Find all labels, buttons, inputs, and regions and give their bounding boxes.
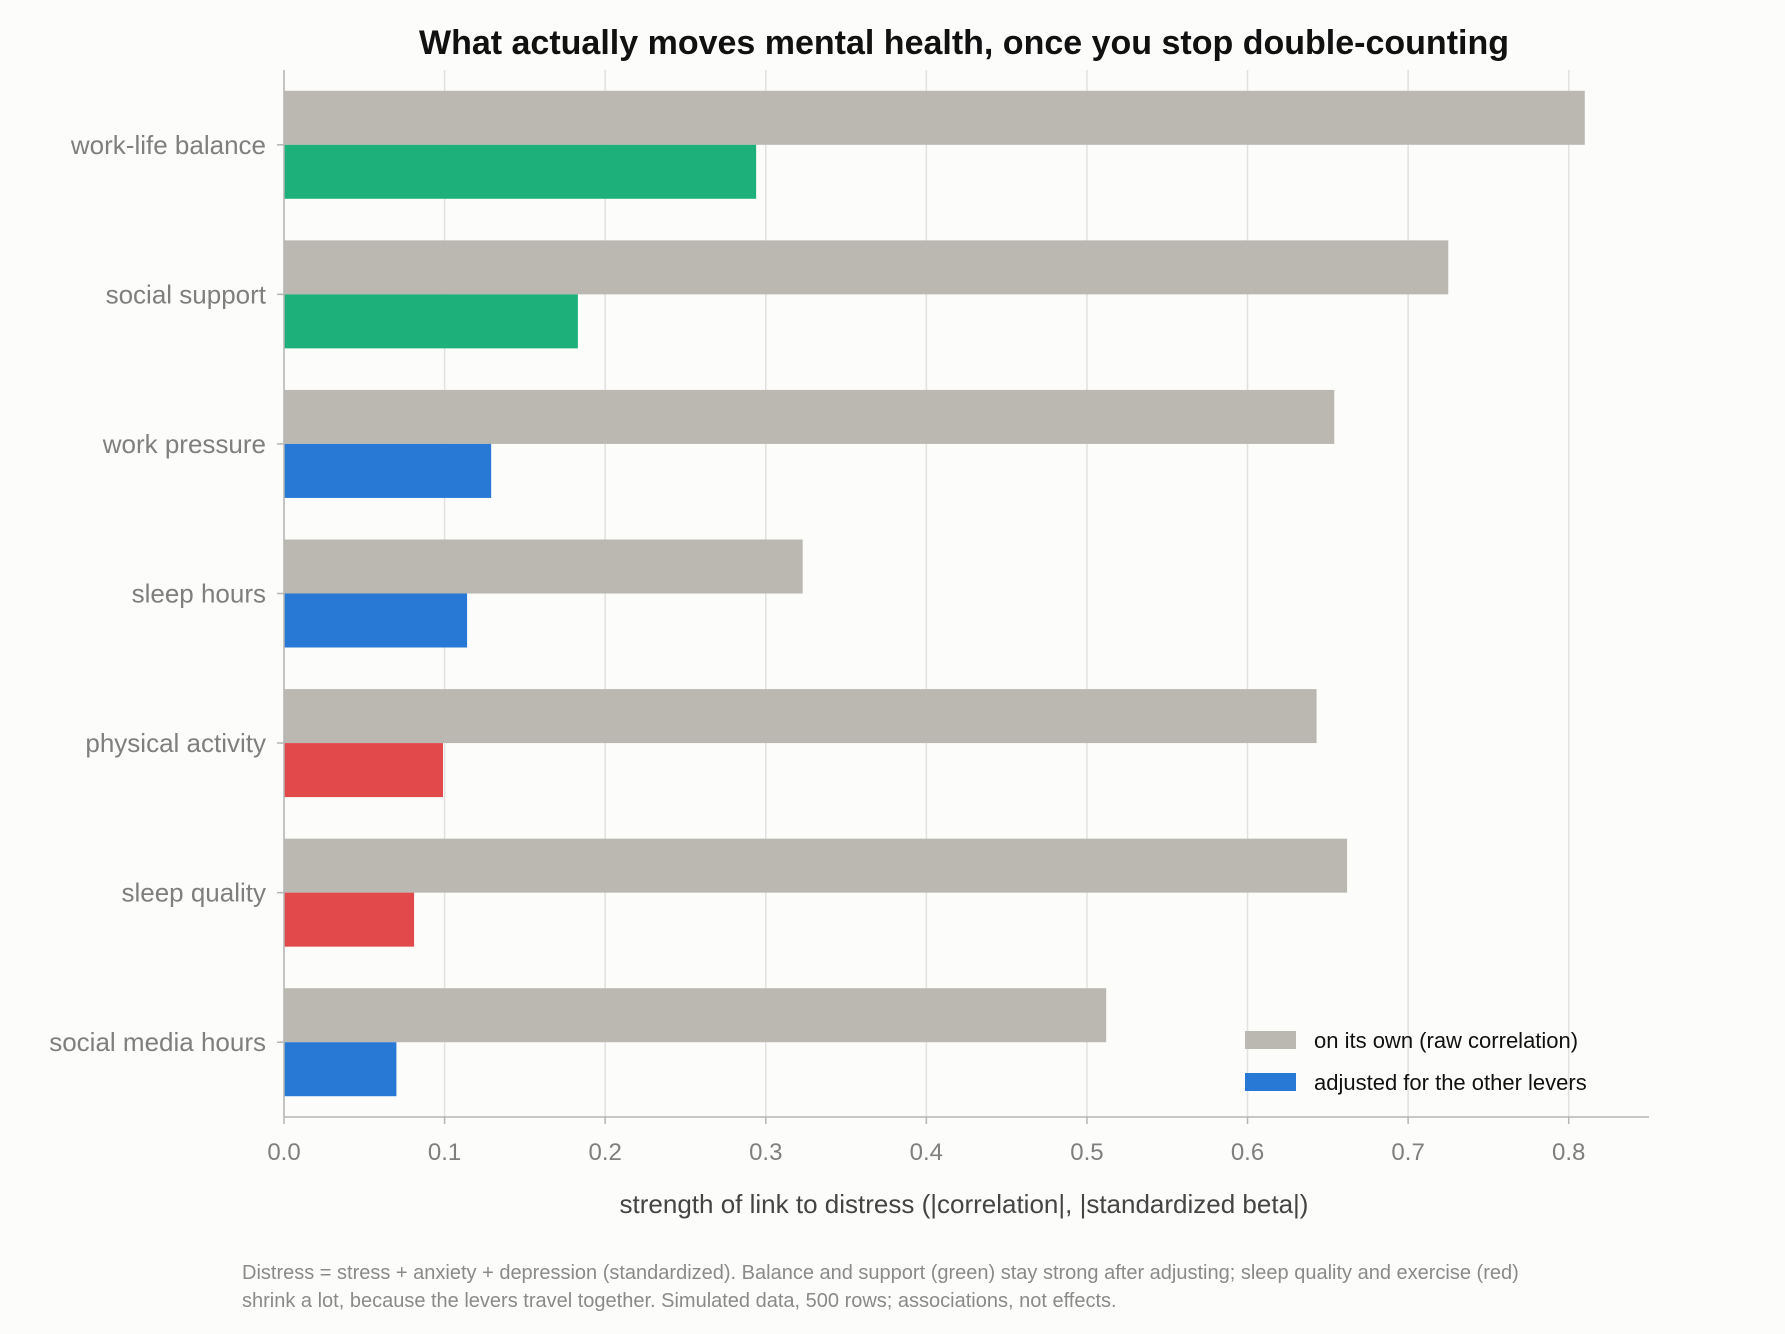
bar-adjusted-1 (284, 294, 578, 349)
x-tick-label-1: 0.1 (428, 1139, 461, 1166)
x-tick-label-8: 0.8 (1552, 1139, 1585, 1166)
x-tick-label-3: 0.3 (749, 1139, 782, 1166)
x-tick-label-4: 0.4 (910, 1139, 943, 1166)
footnote: Distress = stress + anxiety + depression… (242, 1262, 1519, 1312)
legend-label-adjusted: adjusted for the other levers (1314, 1070, 1587, 1095)
bar-raw-3 (284, 539, 803, 594)
x-tick-label-2: 0.2 (588, 1139, 621, 1166)
x-tick-label-0: 0.0 (267, 1139, 300, 1166)
bar-raw-4 (284, 689, 1317, 744)
footnote-line-2: shrink a lot, because the levers travel … (242, 1290, 1117, 1312)
category-label-0: work-life balance (70, 130, 266, 160)
category-label-1: social support (106, 279, 267, 309)
legend-swatch-adjusted (1245, 1073, 1296, 1091)
bar-adjusted-6 (284, 1042, 397, 1097)
bar-raw-0 (284, 90, 1585, 145)
bars (284, 90, 1585, 1097)
bar-raw-5 (284, 838, 1348, 893)
footnote-line-1: Distress = stress + anxiety + depression… (242, 1262, 1519, 1284)
bar-raw-1 (284, 240, 1449, 295)
x-tick-label-7: 0.7 (1391, 1139, 1424, 1166)
x-tick-label-5: 0.5 (1070, 1139, 1103, 1166)
x-axis-label: strength of link to distress (|correlati… (620, 1189, 1309, 1219)
axes (277, 70, 1649, 1124)
bar-adjusted-3 (284, 593, 468, 648)
bar-adjusted-4 (284, 743, 443, 798)
bar-raw-6 (284, 988, 1107, 1043)
category-label-2: work pressure (102, 429, 266, 459)
chart-title: What actually moves mental health, once … (419, 24, 1509, 62)
category-label-5: sleep quality (121, 878, 266, 908)
category-label-4: physical activity (85, 728, 266, 758)
legend: on its own (raw correlation) adjusted fo… (1245, 1028, 1587, 1095)
bar-adjusted-5 (284, 892, 415, 947)
bar-raw-2 (284, 389, 1335, 444)
category-labels: work-life balance social support work pres… (49, 130, 267, 1057)
x-tick-label-6: 0.6 (1231, 1139, 1264, 1166)
legend-swatch-raw (1245, 1031, 1296, 1049)
x-tick-labels: 0.0 0.1 0.2 0.3 0.4 0.5 0.6 0.7 0.8 (267, 1139, 1585, 1166)
bar-adjusted-2 (284, 443, 492, 498)
bar-adjusted-0 (284, 144, 757, 199)
legend-label-raw: on its own (raw correlation) (1314, 1028, 1578, 1053)
category-label-6: social media hours (49, 1027, 266, 1057)
category-label-3: sleep hours (132, 579, 266, 609)
